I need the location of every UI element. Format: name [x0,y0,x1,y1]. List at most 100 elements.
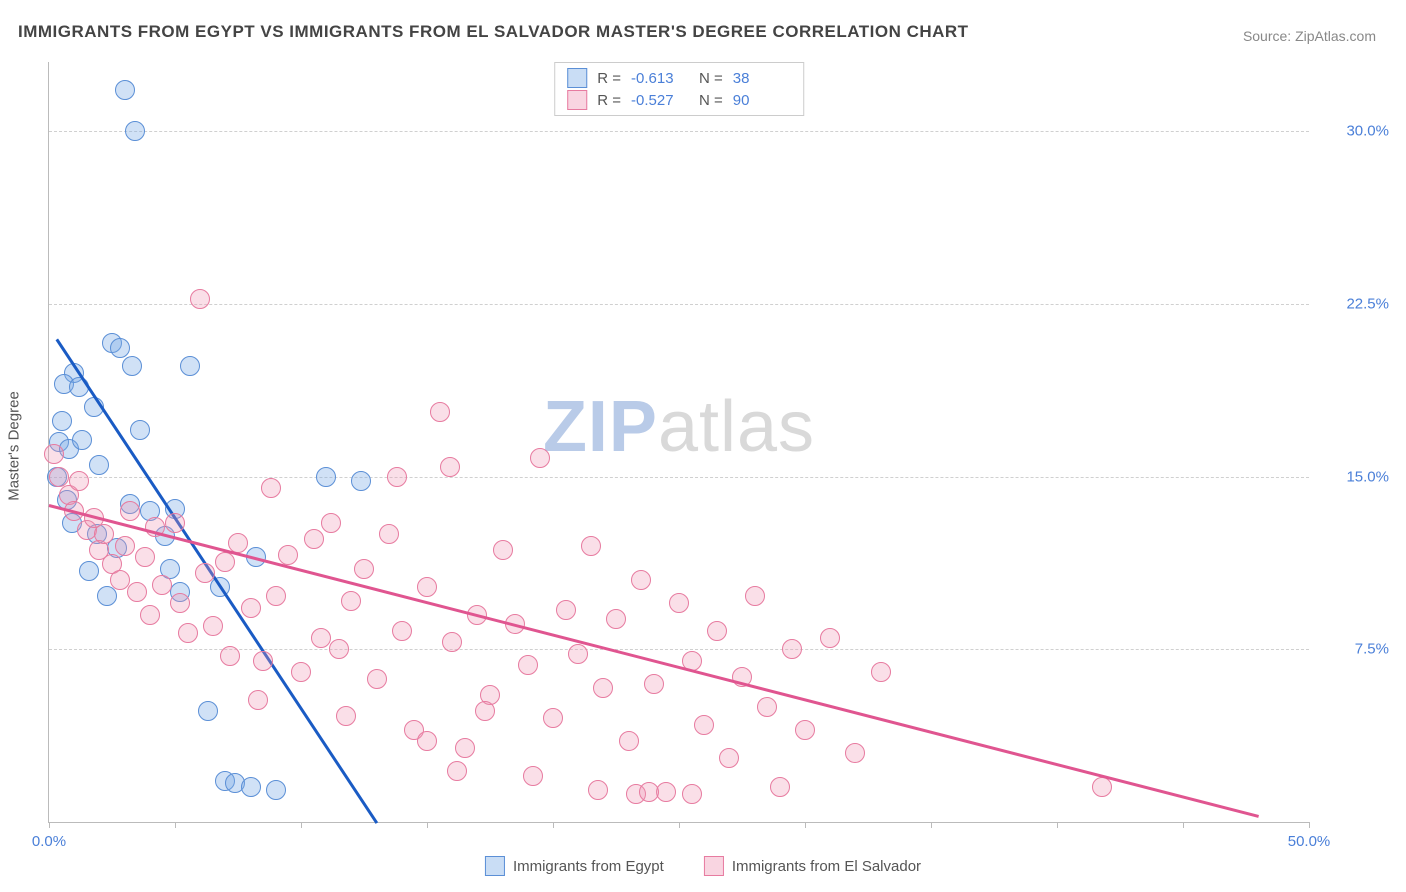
data-point-elsalvador [69,471,89,491]
data-point-elsalvador [568,644,588,664]
source-attribution: Source: ZipAtlas.com [1243,28,1376,44]
data-point-elsalvador [493,540,513,560]
x-tick [931,822,932,828]
data-point-elsalvador [140,605,160,625]
data-point-elsalvador [820,628,840,648]
data-point-elsalvador [639,782,659,802]
r-value: -0.527 [631,92,689,109]
n-value: 38 [733,70,791,87]
data-point-elsalvador [745,586,765,606]
stat-legend-row: R =-0.527N =90 [567,89,791,111]
data-point-elsalvador [49,467,69,487]
data-point-elsalvador [311,628,331,648]
data-point-elsalvador [707,621,727,641]
y-tick-label: 30.0% [1319,123,1389,140]
data-point-elsalvador [682,784,702,804]
legend-item: Immigrants from El Salvador [704,856,921,876]
chart-title: IMMIGRANTS FROM EGYPT VS IMMIGRANTS FROM… [18,22,969,42]
data-point-elsalvador [135,547,155,567]
data-point-egypt [89,455,109,475]
stat-legend-row: R =-0.613N =38 [567,67,791,89]
data-point-elsalvador [644,674,664,694]
data-point-elsalvador [291,662,311,682]
data-point-elsalvador [152,575,172,595]
data-point-elsalvador [593,678,613,698]
data-point-elsalvador [455,738,475,758]
data-point-elsalvador [261,478,281,498]
data-point-elsalvador [845,743,865,763]
x-tick [805,822,806,828]
data-point-egypt [125,121,145,141]
x-tick [679,822,680,828]
data-point-elsalvador [757,697,777,717]
data-point-elsalvador [523,766,543,786]
data-point-elsalvador [387,467,407,487]
data-point-egypt [52,411,72,431]
data-point-elsalvador [170,593,190,613]
data-point-elsalvador [430,402,450,422]
data-point-elsalvador [606,609,626,629]
data-point-elsalvador [241,598,261,618]
data-point-elsalvador [417,731,437,751]
data-point-elsalvador [417,577,437,597]
data-point-elsalvador [530,448,550,468]
x-tick [1057,822,1058,828]
data-point-elsalvador [770,777,790,797]
data-point-egypt [79,561,99,581]
data-point-egypt [110,338,130,358]
x-tick [1183,822,1184,828]
data-point-elsalvador [656,782,676,802]
y-tick-label: 7.5% [1319,641,1389,658]
data-point-elsalvador [341,591,361,611]
data-point-elsalvador [203,616,223,636]
data-point-elsalvador [447,761,467,781]
gridline [49,477,1309,478]
data-point-egypt [351,471,371,491]
data-point-egypt [266,780,286,800]
x-tick [553,822,554,828]
data-point-elsalvador [619,731,639,751]
scatter-plot-area: ZIPatlas R =-0.613N =38R =-0.527N =90 7.… [48,62,1309,823]
data-point-elsalvador [440,457,460,477]
x-tick [49,822,50,828]
legend-swatch [704,856,724,876]
data-point-elsalvador [442,632,462,652]
data-point-elsalvador [304,529,324,549]
data-point-elsalvador [556,600,576,620]
data-point-elsalvador [44,444,64,464]
data-point-egypt [72,430,92,450]
data-point-elsalvador [220,646,240,666]
data-point-elsalvador [253,651,273,671]
y-tick-label: 15.0% [1319,468,1389,485]
x-max-label: 50.0% [1288,833,1331,850]
data-point-elsalvador [248,690,268,710]
data-point-elsalvador [215,552,235,572]
data-point-elsalvador [120,501,140,521]
data-point-egypt [115,80,135,100]
data-point-elsalvador [1092,777,1112,797]
n-value: 90 [733,92,791,109]
data-point-elsalvador [278,545,298,565]
data-point-elsalvador [631,570,651,590]
x-tick [301,822,302,828]
data-point-elsalvador [110,570,130,590]
data-point-elsalvador [588,780,608,800]
r-label: R = [597,92,621,109]
data-point-elsalvador [321,513,341,533]
data-point-elsalvador [475,701,495,721]
legend-swatch [567,68,587,88]
y-axis-label: Master's Degree [6,391,23,501]
legend-label: Immigrants from El Salvador [732,858,921,875]
data-point-elsalvador [543,708,563,728]
data-point-elsalvador [367,669,387,689]
data-point-elsalvador [354,559,374,579]
x-tick [427,822,428,828]
data-point-elsalvador [266,586,286,606]
r-value: -0.613 [631,70,689,87]
legend-item: Immigrants from Egypt [485,856,664,876]
watermark: ZIPatlas [543,386,815,468]
data-point-elsalvador [795,720,815,740]
data-point-egypt [241,777,261,797]
data-point-elsalvador [871,662,891,682]
data-point-elsalvador [165,513,185,533]
